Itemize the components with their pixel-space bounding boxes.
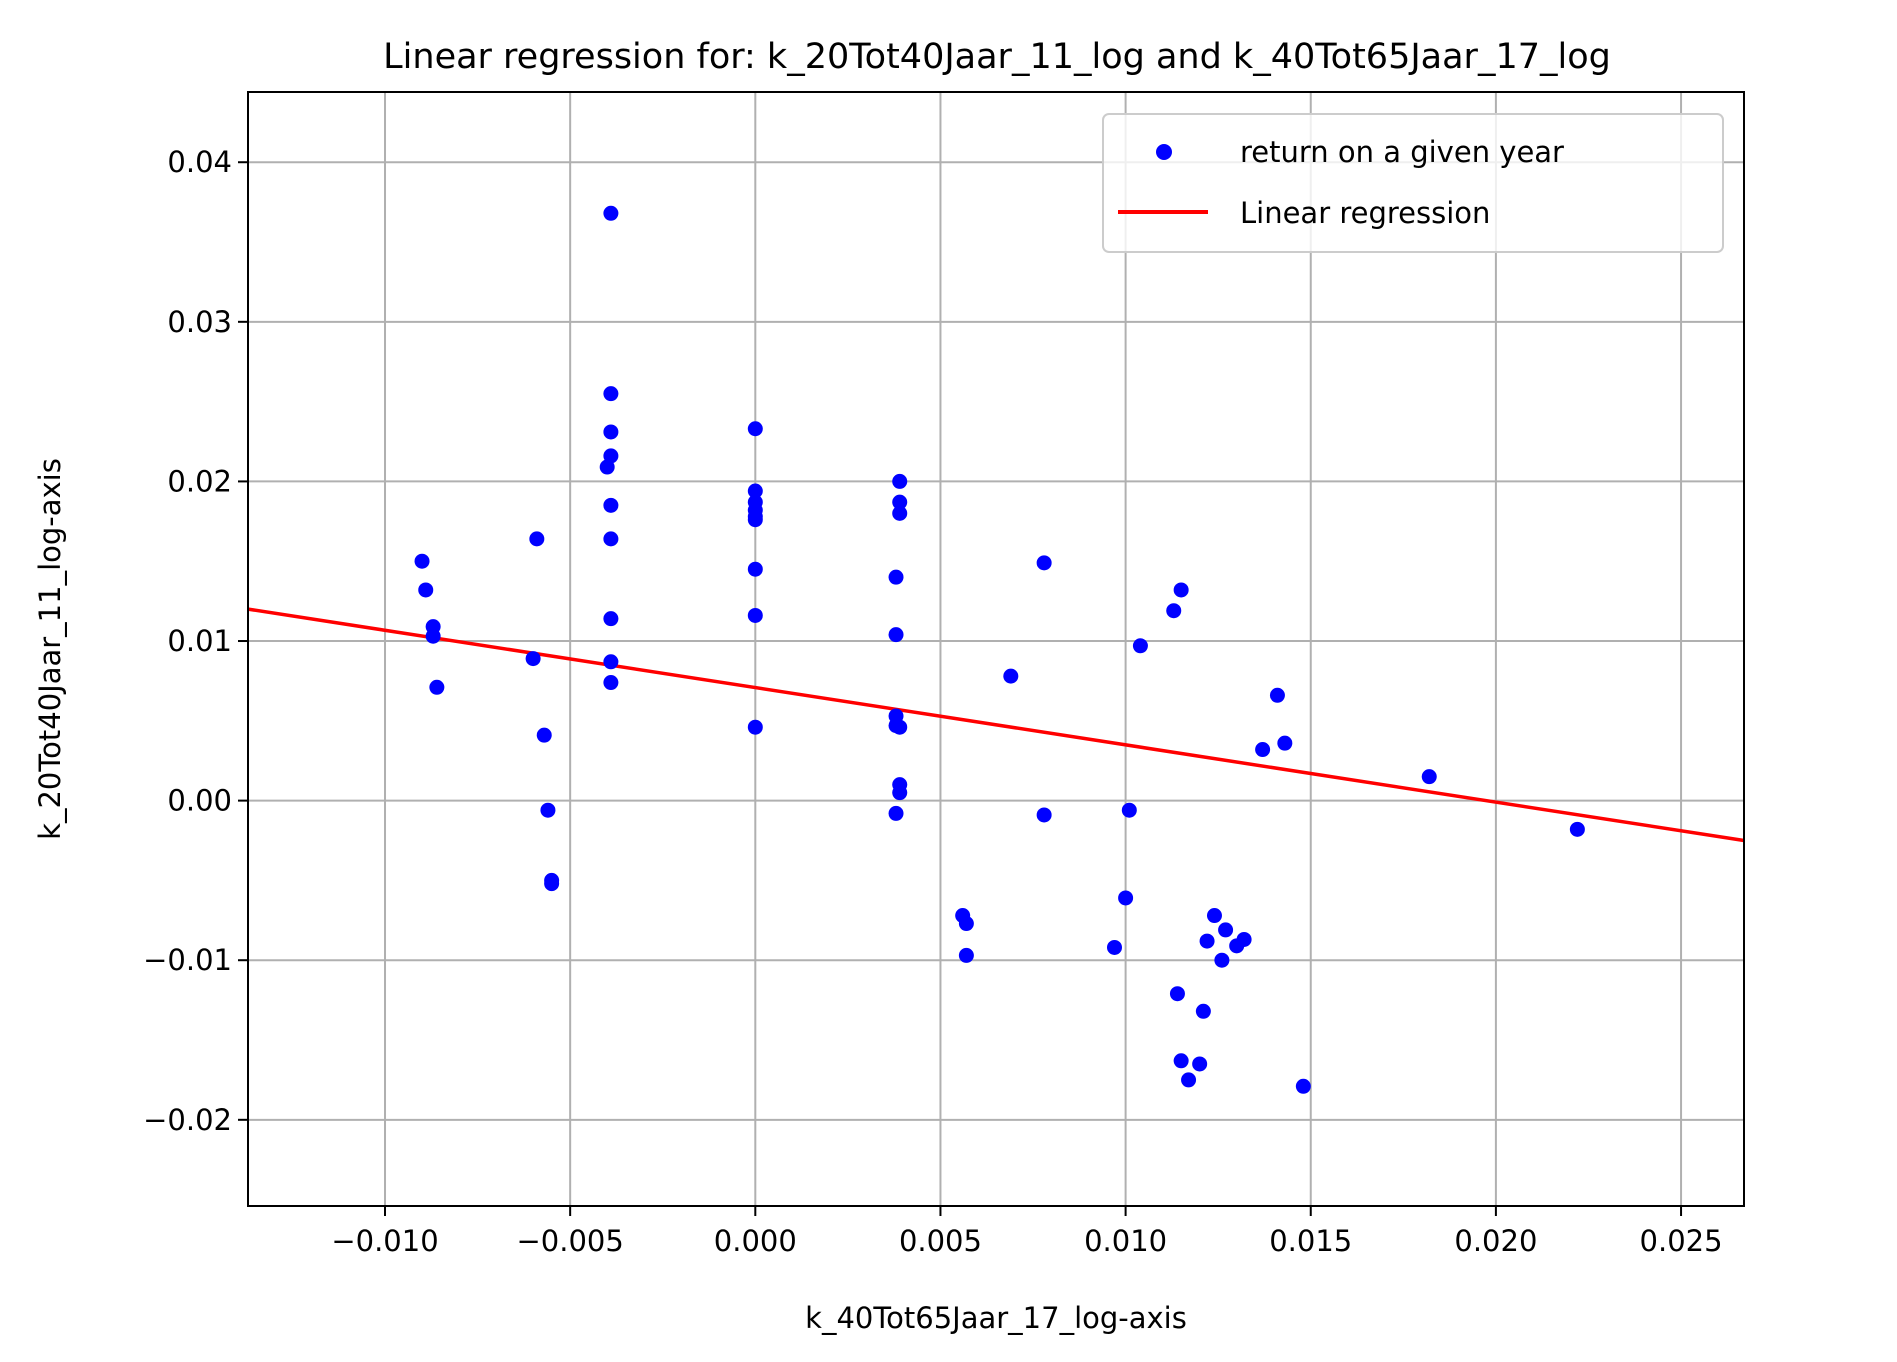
data-point (1421, 769, 1437, 785)
data-point (1569, 821, 1585, 837)
data-point (603, 205, 619, 221)
data-point (1003, 668, 1019, 684)
legend: return on a given year Linear regression (1102, 113, 1724, 253)
data-point (603, 654, 619, 670)
y-tick-label: 0.03 (167, 305, 232, 339)
data-point (888, 569, 904, 585)
plot-area (248, 92, 1744, 1206)
x-tick-label: 0.015 (1269, 1224, 1352, 1258)
y-tick-label: −0.02 (143, 1103, 232, 1137)
data-point (958, 916, 974, 932)
data-point (1192, 1056, 1208, 1072)
data-point (1199, 933, 1215, 949)
x-axis-ticks: −0.010 −0.005 0.000 0.005 0.010 0.015 0.020 0.0… (331, 1206, 1723, 1258)
data-point (1121, 802, 1137, 818)
data-point (1218, 922, 1234, 938)
data-point (1173, 1053, 1189, 1069)
data-point (1255, 742, 1271, 758)
scatter-points (414, 205, 1585, 1094)
data-point (1277, 735, 1293, 751)
data-point (1166, 603, 1182, 619)
data-point (747, 607, 763, 623)
y-tick-label: −0.01 (143, 943, 232, 977)
data-point (540, 802, 556, 818)
data-point (529, 531, 545, 547)
data-point (1036, 807, 1052, 823)
data-point (747, 421, 763, 437)
y-tick-label: 0.01 (167, 624, 232, 658)
chart-title: Linear regression for: k_20Tot40Jaar_11_… (383, 37, 1611, 77)
data-point (603, 424, 619, 440)
x-tick-label: 0.000 (714, 1224, 797, 1258)
data-point (603, 675, 619, 691)
regression-line (247, 607, 1745, 843)
legend-label-line: Linear regression (1240, 196, 1490, 230)
y-axis-ticks: −0.02 −0.01 0.00 0.01 0.02 0.03 0.04 (143, 145, 248, 1137)
regression-layer (247, 607, 1745, 843)
data-point (425, 628, 441, 644)
legend-label-points: return on a given year (1240, 135, 1564, 169)
data-point (418, 582, 434, 598)
plot-frame (247, 91, 1745, 1207)
data-point (892, 505, 908, 521)
data-point (414, 553, 430, 569)
data-point (1236, 931, 1252, 947)
data-point (1206, 908, 1222, 924)
data-point (892, 785, 908, 801)
data-point (892, 473, 908, 489)
data-point (603, 497, 619, 513)
x-tick-label: 0.020 (1454, 1224, 1537, 1258)
data-point (1181, 1072, 1197, 1088)
data-point (429, 679, 445, 695)
legend-marker-points (1156, 144, 1172, 160)
y-tick-label: 0.04 (167, 145, 232, 179)
x-tick-label: 0.005 (899, 1224, 982, 1258)
legend-box (1102, 113, 1724, 253)
data-point (603, 611, 619, 627)
data-point (1173, 582, 1189, 598)
data-point (1118, 890, 1134, 906)
data-point (599, 459, 615, 475)
y-axis-label: k_20Tot40Jaar_11_log-axis (33, 458, 67, 840)
data-point (958, 947, 974, 963)
x-tick-label: 0.025 (1640, 1224, 1723, 1258)
data-point (1269, 687, 1285, 703)
data-point (536, 727, 552, 743)
data-point (747, 719, 763, 735)
data-point (1106, 939, 1122, 955)
y-tick-label: 0.00 (167, 784, 232, 818)
data-point (1195, 1003, 1211, 1019)
data-point (888, 627, 904, 643)
y-tick-label: 0.02 (167, 464, 232, 498)
data-point (603, 531, 619, 547)
x-tick-label: 0.010 (1084, 1224, 1167, 1258)
x-tick-label: −0.005 (516, 1224, 623, 1258)
data-point (892, 494, 908, 510)
data-point (1132, 638, 1148, 654)
data-point (603, 386, 619, 402)
data-point (1295, 1078, 1311, 1094)
x-tick-label: −0.010 (331, 1224, 438, 1258)
data-point (888, 805, 904, 821)
data-point (1036, 555, 1052, 571)
data-point (544, 876, 560, 892)
x-axis-label: k_40Tot65Jaar_17_log-axis (805, 1301, 1187, 1335)
data-point (1169, 986, 1185, 1002)
data-point (892, 719, 908, 735)
data-point (525, 651, 541, 667)
data-point (747, 483, 763, 499)
data-point (1214, 952, 1230, 968)
data-point (747, 512, 763, 528)
data-point (747, 561, 763, 577)
